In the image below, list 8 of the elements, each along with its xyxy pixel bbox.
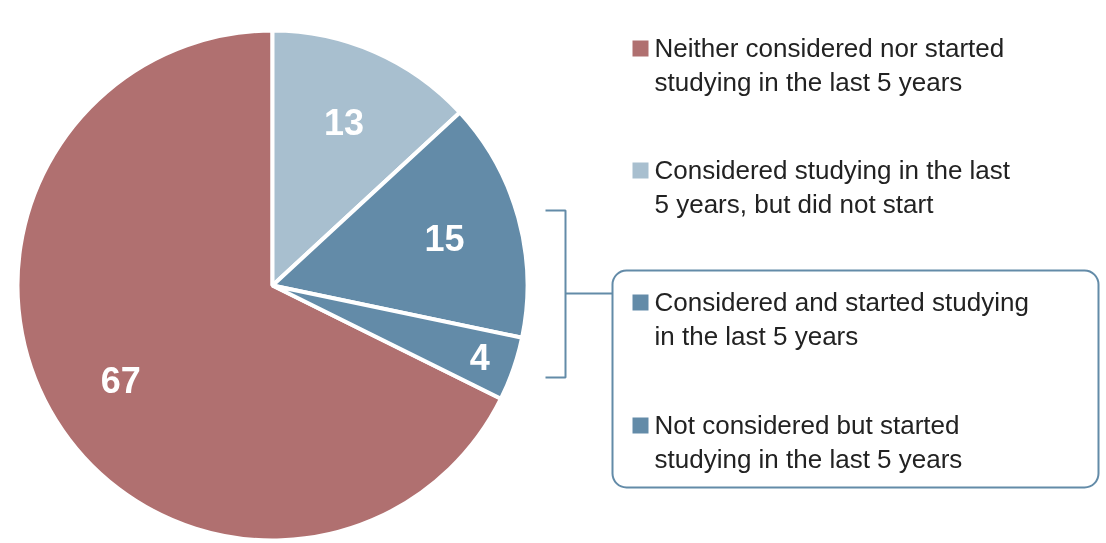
legend-label: Considered and started studying in the last 5 years bbox=[654, 286, 1029, 351]
legend-label: Not considered but started studying in the last 5 years bbox=[654, 409, 963, 474]
data-label: 13 bbox=[324, 101, 365, 143]
legend-label: Neither considered nor started studying in the last 5 years bbox=[654, 32, 1005, 97]
data-label: 15 bbox=[424, 217, 465, 259]
data-label: 4 bbox=[469, 337, 490, 379]
data-label: 67 bbox=[100, 359, 141, 401]
legend-label: Considered studying in the last 5 years, but did not start bbox=[654, 154, 1011, 219]
